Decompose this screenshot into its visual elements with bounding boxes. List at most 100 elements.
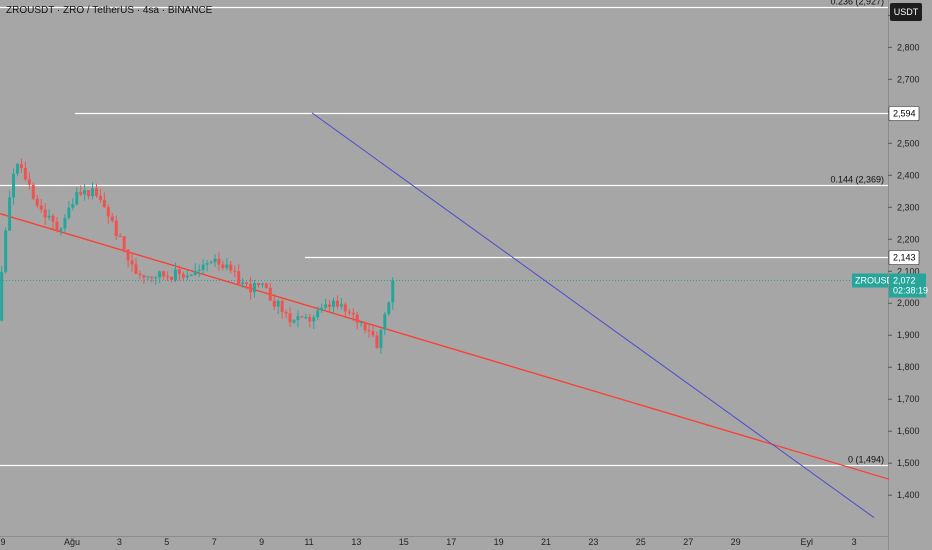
candle-body [331, 300, 335, 307]
candle-body [142, 275, 146, 278]
x-tick-label: 25 [636, 537, 646, 547]
candle-body [98, 195, 102, 200]
candle-body [237, 271, 241, 284]
candle-body [359, 322, 363, 324]
last-price-value: 2,072 [893, 276, 916, 286]
x-tick-label: 3 [852, 537, 857, 547]
candle-body [375, 335, 379, 348]
candle-body [59, 228, 63, 231]
candle-body [241, 282, 245, 284]
candle-body [335, 300, 339, 307]
candle-body [316, 310, 320, 318]
x-tick-label: 17 [446, 537, 456, 547]
candle-body [371, 331, 375, 336]
x-tick-label: 9 [0, 537, 5, 547]
candle-body [154, 277, 158, 279]
level-2594-price-tag [888, 106, 920, 121]
candle-body [110, 216, 114, 221]
candle-body [63, 217, 67, 229]
resistance-trendline[interactable] [311, 112, 875, 518]
x-tick-label: 3 [117, 537, 122, 547]
x-tick-label: 21 [541, 537, 551, 547]
candle-body [67, 207, 71, 218]
candle-body [83, 190, 87, 195]
candle-body [379, 329, 383, 348]
support-trendline[interactable] [0, 213, 890, 480]
fib-0144-label: 0.144 (2,369) [830, 175, 884, 185]
candle-body [94, 188, 98, 196]
candle-body [91, 188, 95, 197]
candle-body [8, 197, 12, 231]
symbol-tag [852, 273, 888, 288]
candle-body [19, 164, 23, 168]
x-tick-label: 9 [259, 537, 264, 547]
candle-body [150, 276, 154, 278]
y-tick-label: 1,700 [897, 394, 920, 404]
symbol-tag-text: ZROUSDT [855, 276, 899, 286]
y-tick-label: 2,200 [897, 234, 920, 244]
candle-body [233, 270, 237, 272]
candle-body [296, 316, 300, 321]
candle-body [324, 304, 328, 308]
candle-body [51, 215, 55, 222]
candle-body [391, 280, 395, 303]
candle-body [47, 215, 51, 218]
x-tick-label: 23 [588, 537, 598, 547]
y-tick-label: 1,800 [897, 362, 920, 372]
candle-body [4, 230, 8, 272]
candle-body [209, 262, 213, 264]
candle-body [166, 276, 170, 278]
candle-body [197, 269, 201, 271]
candle-body [31, 184, 35, 199]
currency-unit-badge[interactable]: USDT [890, 3, 922, 21]
candle-body [162, 271, 166, 277]
candle-body [272, 300, 276, 307]
level-2594-price-tag-text: 2,594 [893, 109, 916, 119]
last-price-tag [889, 273, 926, 298]
y-tick-label: 2,400 [897, 170, 920, 180]
x-tick-label: 19 [494, 537, 504, 547]
candle-body [43, 209, 47, 218]
candle-body [367, 330, 371, 332]
candle-body [284, 312, 288, 314]
level-2143-price-tag-text: 2,143 [893, 253, 916, 263]
level-2143-price-tag [888, 250, 920, 265]
candle-body [351, 312, 355, 315]
candle-body [173, 269, 177, 280]
candle-body [0, 271, 4, 321]
candle-body [268, 287, 272, 301]
y-tick-label: 1,600 [897, 426, 920, 436]
candle-body [102, 199, 106, 208]
candle-body [264, 283, 268, 288]
candle-body [87, 190, 91, 197]
x-tick-label: 29 [731, 537, 741, 547]
candle-body [23, 167, 27, 180]
candle-body [221, 264, 225, 269]
candle-body [193, 270, 197, 275]
candle-body [55, 221, 59, 231]
chart-title: ZROUSDT · ZRO / TetherUS · 4sa · BINANCE [6, 5, 213, 16]
candle-body [328, 304, 332, 307]
candle-body [304, 317, 308, 319]
candle-body [126, 249, 130, 261]
candle-body [347, 311, 351, 313]
candle-body [245, 282, 249, 285]
candle-body [185, 275, 189, 278]
y-tick-label: 2,100 [897, 266, 920, 276]
candle-body [130, 260, 134, 265]
candle-body [106, 207, 110, 217]
fib-0236-label: 0.236 (2,927) [830, 0, 884, 7]
x-tick-label: Eyl [800, 537, 813, 547]
candle-body [260, 283, 264, 285]
candle-body [39, 205, 43, 210]
x-tick-label: 5 [164, 537, 169, 547]
candle-body [27, 179, 31, 185]
y-tick-label: 1,500 [897, 458, 920, 468]
candle-body [312, 317, 316, 322]
candle-body [300, 316, 304, 318]
plot-area [0, 0, 888, 550]
candle-body [189, 274, 193, 276]
candle-body [205, 263, 209, 265]
